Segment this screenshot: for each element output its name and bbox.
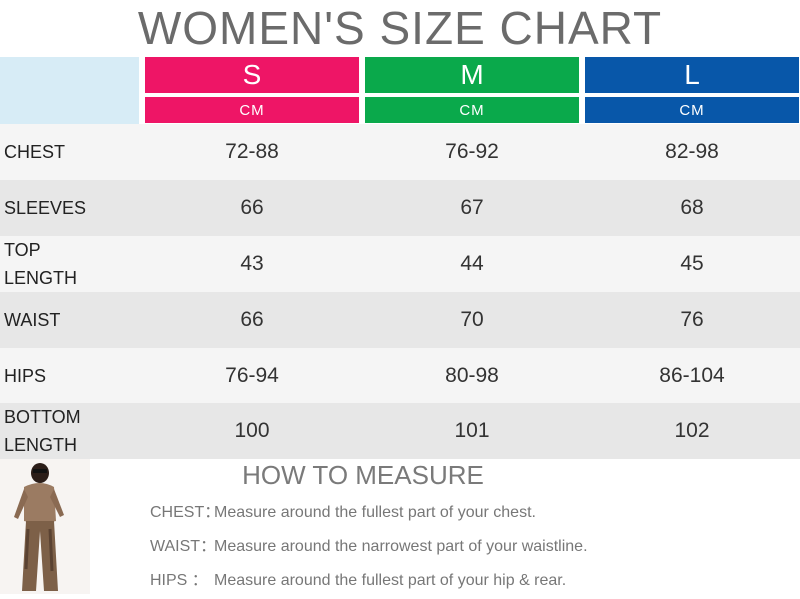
table-row: CHEST 72-88 76-92 82-98 <box>0 124 800 180</box>
table-row: TOP LENGTH 43 44 45 <box>0 236 800 292</box>
size-unit-l: CM <box>585 97 799 123</box>
value-cell: 72-88 <box>225 140 279 163</box>
measure-term: CHEST： <box>150 504 221 521</box>
row-label: SLEEVES <box>4 198 87 218</box>
table-row: BOTTOM LENGTH 100 101 102 <box>0 403 800 459</box>
value-cell: 44 <box>460 252 484 275</box>
measure-text: Measure around the fullest part of your … <box>214 504 536 521</box>
measure-text: Measure around the narrowest part of you… <box>214 538 588 555</box>
measure-line-waist: WAIST：Measure around the narrowest part … <box>150 532 588 556</box>
value-cell: 66 <box>240 308 264 331</box>
value-cell: 76-92 <box>445 140 499 163</box>
value-cell: 102 <box>674 419 710 442</box>
size-header-s: S <box>145 57 359 93</box>
value-cell: 43 <box>240 252 264 275</box>
size-header-l: L <box>585 57 799 93</box>
row-label: BOTTOM LENGTH <box>4 407 81 455</box>
measure-term: WAIST： <box>150 538 217 555</box>
value-cell: 76-94 <box>225 364 279 387</box>
value-cell: 80-98 <box>445 364 499 387</box>
row-label: CHEST <box>4 142 66 162</box>
chart-title: WOMEN'S SIZE CHART <box>137 2 663 54</box>
value-cell: 76 <box>680 308 704 331</box>
table-row: WAIST 66 70 76 <box>0 292 800 348</box>
table-row: SLEEVES 66 67 68 <box>0 180 800 236</box>
size-unit-s: CM <box>145 97 359 123</box>
measure-term: HIPS ： <box>150 572 208 589</box>
size-header-m: M <box>365 57 579 93</box>
row-label: TOP LENGTH <box>4 240 78 288</box>
value-cell: 66 <box>240 196 264 219</box>
header-corner-cell <box>0 57 139 124</box>
measure-line-hips: HIPS ： Measure around the fullest part of… <box>150 566 566 590</box>
value-cell: 70 <box>460 308 484 331</box>
value-cell: 68 <box>680 196 704 219</box>
table-row: HIPS 76-94 80-98 86-104 <box>0 348 800 404</box>
how-to-measure-title: HOW TO MEASURE <box>242 460 484 490</box>
size-unit-m: CM <box>365 97 579 123</box>
row-label: HIPS <box>4 366 47 386</box>
value-cell: 101 <box>454 419 490 442</box>
model-figure-image <box>14 463 64 591</box>
row-label: WAIST <box>4 310 61 330</box>
value-cell: 100 <box>234 419 270 442</box>
value-cell: 82-98 <box>665 140 719 163</box>
measure-text: Measure around the fullest part of your … <box>214 572 567 589</box>
value-cell: 67 <box>460 196 484 219</box>
measure-line-chest: CHEST：Measure around the fullest part of… <box>150 498 536 522</box>
value-cell: 86-104 <box>659 364 725 387</box>
model-photo <box>0 459 90 594</box>
value-cell: 45 <box>680 252 704 275</box>
